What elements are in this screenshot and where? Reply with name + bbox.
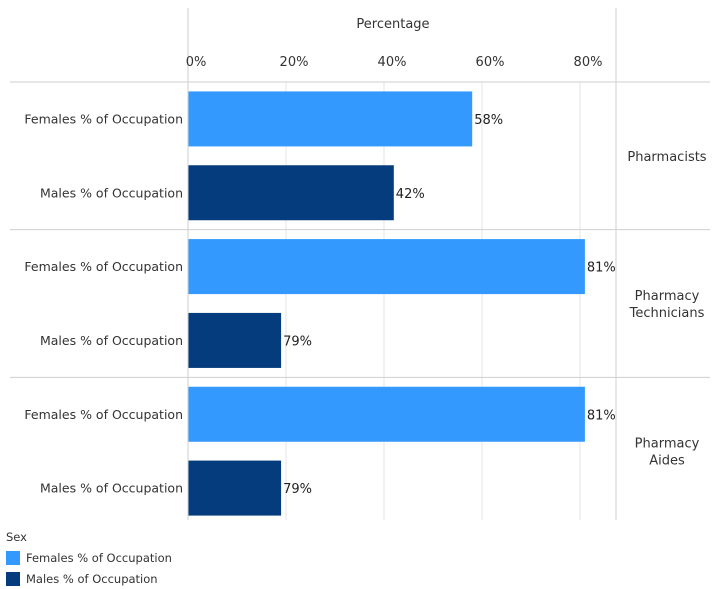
bar-2-0	[188, 386, 585, 442]
legend-title: Sex	[6, 530, 27, 544]
legend-item-males: Males % of Occupation	[6, 568, 172, 589]
x-axis-title: Percentage	[356, 17, 429, 32]
data-label-1-1: 79%	[283, 334, 312, 349]
bar-0-0	[188, 91, 473, 147]
row-label-0-1: Males % of Occupation	[40, 185, 183, 200]
x-tick-label-0: 0%	[186, 55, 207, 70]
legend-swatch-females	[6, 550, 20, 565]
bar-2-1	[188, 460, 282, 516]
data-label-0-0: 58%	[474, 113, 503, 128]
group-label-1-line-0: Pharmacy	[635, 289, 700, 304]
data-label-2-1: 79%	[283, 482, 312, 497]
group-label-2-line-1: Aides	[649, 454, 685, 469]
bar-0-1	[188, 165, 394, 221]
row-label-2-0: Females % of Occupation	[24, 407, 183, 422]
data-label-0-1: 42%	[396, 187, 425, 202]
row-label-1-1: Males % of Occupation	[40, 333, 183, 348]
legend-item-females: Females % of Occupation	[6, 547, 172, 568]
group-label-0-line-0: Pharmacists	[627, 150, 706, 165]
legend-label-males: Males % of Occupation	[26, 571, 158, 586]
data-label-2-0: 81%	[587, 408, 616, 423]
legend: Sex Females % of Occupation Males % of O…	[6, 530, 172, 589]
bar-1-0	[188, 239, 585, 295]
x-tick-label-1: 20%	[280, 55, 309, 70]
legend-swatch-males	[6, 571, 20, 586]
row-label-1-0: Females % of Occupation	[24, 259, 183, 274]
group-label-1-line-1: Technicians	[629, 306, 705, 321]
row-label-2-1: Males % of Occupation	[40, 481, 183, 496]
legend-label-females: Females % of Occupation	[26, 550, 172, 565]
bar-1-1	[188, 312, 282, 368]
bar-chart: Percentage 0% 20% 40% 60% 80% Females % of Occ…	[10, 8, 710, 520]
x-tick-label-4: 80%	[574, 55, 603, 70]
data-label-1-0: 81%	[587, 261, 616, 276]
group-label-2-line-0: Pharmacy	[635, 437, 700, 452]
row-label-0-0: Females % of Occupation	[24, 111, 183, 126]
x-tick-label-2: 40%	[378, 55, 407, 70]
x-tick-label-3: 60%	[476, 55, 505, 70]
